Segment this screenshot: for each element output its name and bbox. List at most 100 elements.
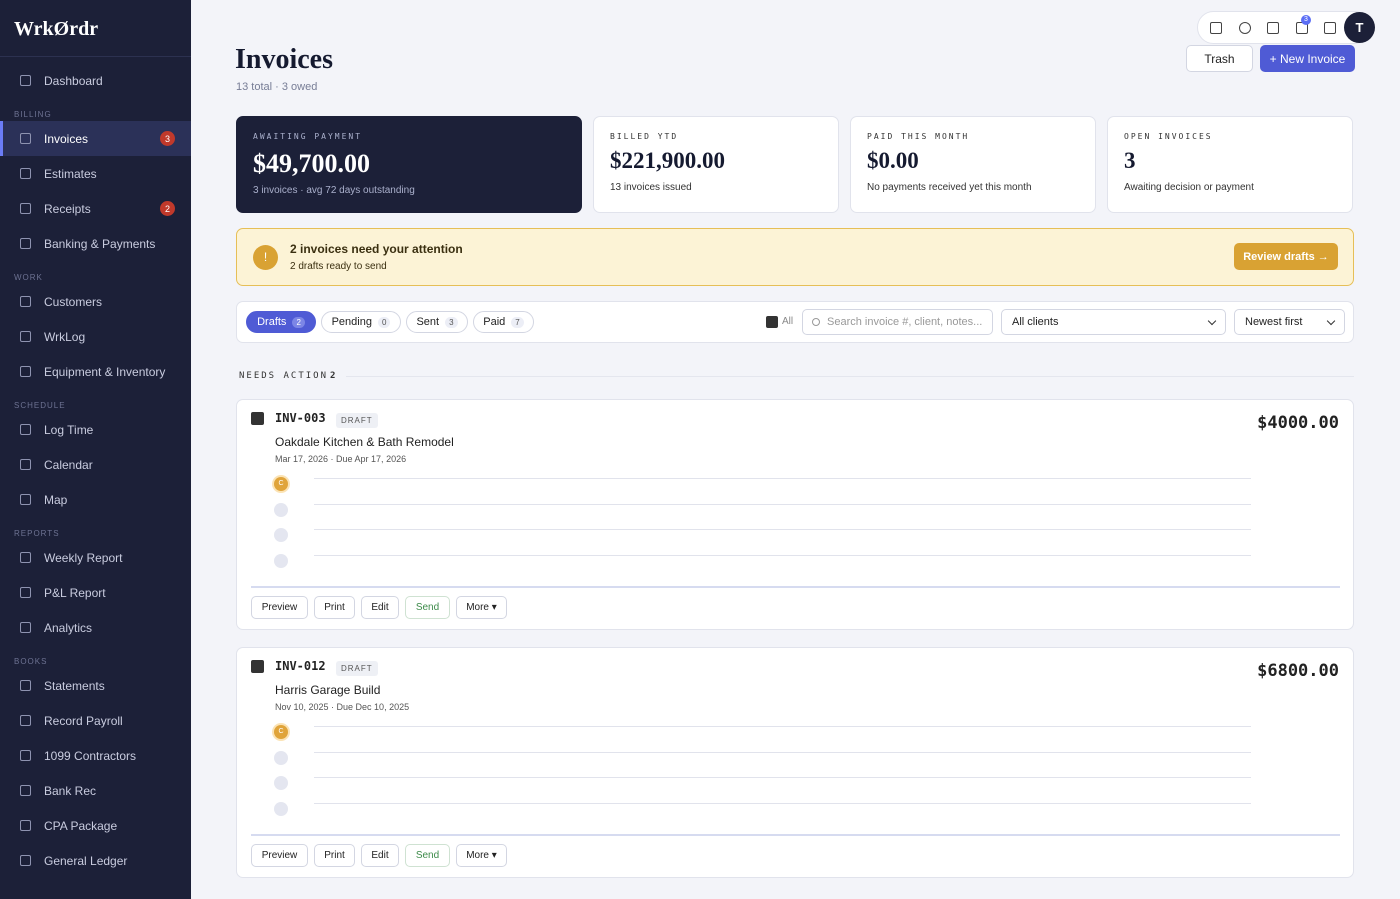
- nav-item[interactable]: Banking & Payments: [0, 226, 191, 261]
- nav-item[interactable]: Estimates: [0, 156, 191, 191]
- action-button[interactable]: Edit: [361, 844, 399, 867]
- action-button[interactable]: Print: [314, 844, 355, 867]
- tab-count: 7: [511, 316, 524, 328]
- nav-icon: [20, 494, 31, 505]
- action-button[interactable]: Edit: [361, 596, 399, 619]
- alert-text: 2 drafts ready to send: [290, 261, 387, 272]
- action-button[interactable]: Preview: [251, 596, 308, 619]
- nav-item[interactable]: Receipts 2: [0, 191, 191, 226]
- invoice-checkbox[interactable]: [251, 412, 264, 425]
- nav-icon: [20, 424, 31, 435]
- action-button[interactable]: Print: [314, 596, 355, 619]
- invoice-number: INV-003: [275, 411, 326, 425]
- nav-item[interactable]: Statements: [0, 668, 191, 703]
- nav-label: Analytics: [44, 620, 93, 635]
- nav-label: Invoices: [44, 131, 89, 146]
- nav-icon: [20, 680, 31, 691]
- stat-note: Awaiting decision or payment: [1124, 182, 1254, 193]
- tab-label: Pending: [331, 316, 372, 328]
- progress-step: [274, 502, 288, 517]
- nav-item[interactable]: Record Payroll: [0, 703, 191, 738]
- nav-item[interactable]: Map: [0, 482, 191, 517]
- action-button[interactable]: More ▾: [456, 844, 507, 867]
- section-label: REPORTS: [14, 529, 60, 538]
- action-button[interactable]: Preview: [251, 844, 308, 867]
- notification-badge: 3: [1301, 15, 1311, 25]
- filter-tab[interactable]: Drafts 2: [246, 311, 316, 333]
- nav-icon: [20, 331, 31, 342]
- nav-item[interactable]: General Ledger: [0, 843, 191, 878]
- nav-item[interactable]: Analytics: [0, 610, 191, 645]
- section-label: BOOKS: [14, 657, 48, 666]
- progress-line: [314, 529, 1251, 530]
- select-all-checkbox[interactable]: [766, 316, 778, 328]
- nav-item[interactable]: Weekly Report: [0, 540, 191, 575]
- progress-line: [314, 777, 1251, 778]
- nav-icon: [20, 75, 31, 86]
- nav-badge: 2: [160, 201, 175, 216]
- search-placeholder: Search invoice #, client, notes...: [827, 316, 983, 328]
- search-input[interactable]: Search invoice #, client, notes...: [802, 309, 993, 335]
- stat-card: BILLED YTD $221,900.00 13 invoices issued: [593, 116, 839, 213]
- action-button[interactable]: More ▾: [456, 596, 507, 619]
- toolbar-icon[interactable]: [1238, 22, 1251, 34]
- nav-item[interactable]: Dashboard: [0, 63, 191, 98]
- stat-card: PAID THIS MONTH $0.00 No payments received…: [850, 116, 1096, 213]
- nav-item[interactable]: 1099 Contractors: [0, 738, 191, 773]
- invoice-number: INV-012: [275, 659, 326, 673]
- nav-icon: [20, 855, 31, 866]
- filter-tab[interactable]: Pending 0: [321, 311, 401, 333]
- nav-item[interactable]: Customers: [0, 284, 191, 319]
- dropdown[interactable]: All clients: [1001, 309, 1226, 335]
- invoice-amount: $6800.00: [1257, 661, 1339, 681]
- nav-item[interactable]: Log Time: [0, 412, 191, 447]
- nav-label: Estimates: [44, 166, 97, 181]
- invoice-checkbox[interactable]: [251, 660, 264, 673]
- toolbar-icon[interactable]: [1210, 22, 1222, 34]
- new-invoice-button[interactable]: + New Invoice: [1260, 45, 1355, 72]
- nav-label: Equipment & Inventory: [44, 364, 166, 379]
- nav-icon: [20, 587, 31, 598]
- nav-icon: [20, 820, 31, 831]
- nav-icon: [20, 552, 31, 563]
- filter-bar: Drafts 2 Pending 0 Sent 3 Paid 7 All Search invoi…: [236, 301, 1354, 343]
- stat-card: AWAITING PAYMENT $49,700.00 3 invoices · a…: [236, 116, 582, 213]
- invoice-dates: Nov 10, 2025 · Due Dec 10, 2025: [275, 702, 410, 712]
- progress-line: [314, 751, 1251, 753]
- avatar[interactable]: T: [1344, 12, 1375, 43]
- nav-item[interactable]: Calendar: [0, 447, 191, 482]
- toolbar-icon[interactable]: [1324, 22, 1336, 34]
- filter-tab[interactable]: Paid 7: [473, 311, 534, 333]
- trash-button[interactable]: Trash: [1186, 45, 1253, 72]
- progress-line: [314, 554, 1251, 556]
- nav-item[interactable]: Invoices 3: [0, 121, 191, 156]
- nav-label: General Ledger: [44, 853, 128, 868]
- stat-note: 13 invoices issued: [610, 182, 692, 193]
- stat-card: OPEN INVOICES 3 Awaiting decision or payme…: [1107, 116, 1353, 213]
- nav-label: 1099 Contractors: [44, 748, 137, 763]
- nav-label: Log Time: [44, 422, 94, 437]
- progress-step: [274, 528, 288, 542]
- invoice-amount: $4000.00: [1257, 413, 1339, 433]
- nav-icon: [20, 296, 31, 307]
- nav-label: Banking & Payments: [44, 236, 156, 251]
- nav-item[interactable]: WrkLog: [0, 319, 191, 354]
- select-all-label: All: [782, 316, 794, 327]
- dropdown[interactable]: Newest first: [1234, 309, 1345, 335]
- review-drafts-button[interactable]: Review drafts →: [1234, 243, 1338, 270]
- action-button[interactable]: Send: [405, 596, 450, 619]
- action-button[interactable]: Send: [405, 844, 450, 867]
- nav-item[interactable]: CPA Package: [0, 808, 191, 843]
- nav-item[interactable]: P&L Report: [0, 575, 191, 610]
- nav-icon: [20, 785, 31, 796]
- stat-value: $49,700.00: [253, 149, 370, 178]
- progress-line: [314, 478, 1251, 479]
- filter-tab[interactable]: Sent 3: [406, 311, 468, 333]
- tab-label: Drafts: [257, 316, 287, 328]
- nav-item[interactable]: Equipment & Inventory: [0, 354, 191, 389]
- nav-item[interactable]: Bank Rec: [0, 773, 191, 808]
- nav-label: Customers: [44, 294, 103, 309]
- nav-icon: [20, 715, 31, 726]
- logo: WrkØrdr: [0, 0, 191, 57]
- toolbar-icon[interactable]: [1267, 22, 1279, 34]
